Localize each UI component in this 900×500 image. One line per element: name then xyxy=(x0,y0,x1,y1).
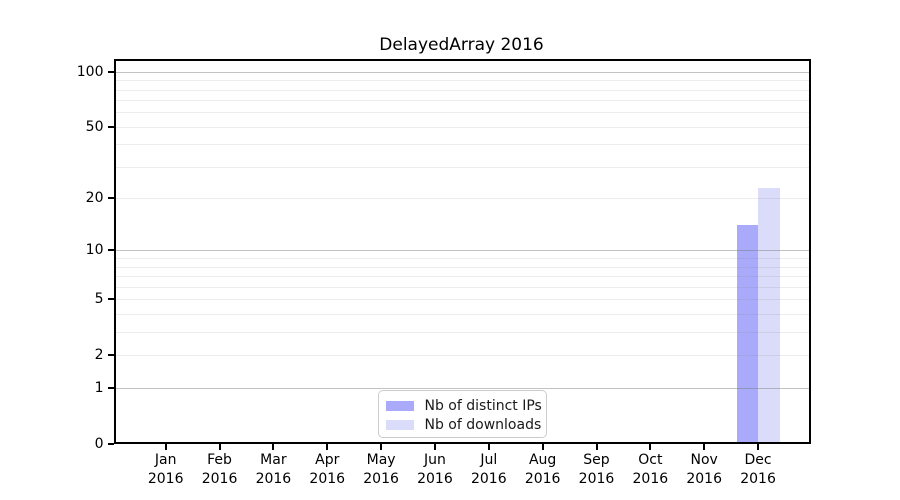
legend-item: Nb of downloads xyxy=(379,415,546,434)
y-tick-label: 1 xyxy=(94,379,104,396)
x-tick-year: 2016 xyxy=(309,471,346,487)
x-tick-year: 2016 xyxy=(524,471,561,487)
x-tick-mark xyxy=(541,443,544,450)
x-tick-label: Aug 2016 xyxy=(508,451,578,489)
x-tick-year: 2016 xyxy=(147,471,184,487)
legend-swatch-distinct-ips xyxy=(385,400,414,411)
y-tick-mark xyxy=(107,298,114,301)
gridline-minor xyxy=(113,276,811,278)
bar-distinct-ips xyxy=(736,225,759,444)
y-tick-mark xyxy=(107,354,114,357)
gridline-major xyxy=(113,387,811,389)
x-tick-label: Jun 2016 xyxy=(400,451,470,489)
y-tick-label: 0 xyxy=(94,435,104,452)
x-tick-year: 2016 xyxy=(578,471,615,487)
gridline-minor xyxy=(113,286,811,288)
x-tick-month: Jul xyxy=(480,452,498,468)
gridlines-layer xyxy=(113,59,811,444)
gridline-minor xyxy=(113,198,811,200)
gridline-minor xyxy=(113,331,811,333)
gridline-minor xyxy=(113,112,811,114)
y-tick-label: 2 xyxy=(94,347,104,364)
y-tick-mark xyxy=(107,125,114,128)
y-tick-mark xyxy=(107,442,114,445)
x-tick-label: Jul 2016 xyxy=(454,451,524,489)
x-tick-month: May xyxy=(366,452,396,468)
x-tick-label: Mar 2016 xyxy=(238,451,308,489)
gridline-minor xyxy=(113,100,811,102)
x-tick-year: 2016 xyxy=(201,471,238,487)
x-tick-mark xyxy=(272,443,275,450)
x-tick-label: Sep 2016 xyxy=(562,451,632,489)
x-tick-month: Aug xyxy=(528,452,557,468)
x-tick-label: Oct 2016 xyxy=(615,451,685,489)
x-tick-year: 2016 xyxy=(363,471,399,487)
x-tick-month: Apr xyxy=(315,452,340,468)
x-tick-mark xyxy=(487,443,490,450)
y-tick-label: 20 xyxy=(85,190,104,207)
legend: Nb of distinct IPs Nb of downloads xyxy=(377,390,547,438)
x-tick-year: 2016 xyxy=(255,471,292,487)
gridline-minor xyxy=(113,126,811,128)
x-tick-month: Feb xyxy=(207,452,232,468)
x-tick-month: Oct xyxy=(638,452,663,468)
y-tick-mark xyxy=(107,249,114,252)
gridline-minor xyxy=(113,144,811,146)
x-tick-month: Dec xyxy=(744,452,772,468)
x-tick-month: Jan xyxy=(154,452,177,468)
x-tick-label: Apr 2016 xyxy=(292,451,362,489)
gridline-major xyxy=(113,250,811,252)
x-tick-month: Mar xyxy=(260,452,287,468)
x-tick-label: Feb 2016 xyxy=(185,451,255,489)
y-tick-label: 10 xyxy=(85,242,104,259)
x-tick-mark xyxy=(703,443,706,450)
gridline-minor xyxy=(113,80,811,82)
x-tick-year: 2016 xyxy=(417,471,453,487)
x-tick-month: Jun xyxy=(424,452,446,468)
gridline-minor xyxy=(113,258,811,260)
chart-title: DelayedArray 2016 xyxy=(379,35,544,55)
gridline-minor xyxy=(113,313,811,315)
gridline-minor xyxy=(113,355,811,357)
x-tick-mark xyxy=(326,443,329,450)
legend-item: Nb of distinct IPs xyxy=(379,396,546,415)
x-tick-mark xyxy=(595,443,598,450)
x-tick-year: 2016 xyxy=(632,471,669,487)
legend-label: Nb of downloads xyxy=(424,416,542,433)
y-tick-label: 50 xyxy=(85,118,104,135)
x-tick-mark xyxy=(164,443,167,450)
gridline-major xyxy=(113,71,811,73)
y-tick-label: 5 xyxy=(94,291,104,308)
x-tick-year: 2016 xyxy=(686,471,722,487)
x-tick-mark xyxy=(649,443,652,450)
x-tick-mark xyxy=(218,443,221,450)
plot-area xyxy=(113,59,811,444)
y-tick-label: 100 xyxy=(76,63,104,80)
y-tick-mark xyxy=(107,197,114,200)
bar-downloads xyxy=(758,187,780,444)
bars-layer xyxy=(114,59,811,444)
legend-swatch-downloads xyxy=(385,419,414,430)
x-tick-label: Dec 2016 xyxy=(723,451,793,489)
x-tick-month: Sep xyxy=(583,452,610,468)
x-tick-month: Nov xyxy=(690,452,718,468)
gridline-minor xyxy=(113,266,811,268)
x-tick-label: Jan 2016 xyxy=(131,451,201,489)
x-tick-mark xyxy=(757,443,760,450)
gridline-minor xyxy=(113,299,811,301)
gridline-minor xyxy=(113,89,811,91)
x-tick-year: 2016 xyxy=(470,471,507,487)
x-tick-year: 2016 xyxy=(740,471,776,487)
legend-label: Nb of distinct IPs xyxy=(424,397,542,414)
y-tick-mark xyxy=(107,386,114,389)
gridline-minor xyxy=(113,166,811,168)
y-tick-mark xyxy=(107,70,114,73)
x-tick-mark xyxy=(433,443,436,450)
x-tick-label: Nov 2016 xyxy=(669,451,739,489)
x-tick-label: May 2016 xyxy=(346,451,416,489)
x-tick-mark xyxy=(380,443,383,450)
